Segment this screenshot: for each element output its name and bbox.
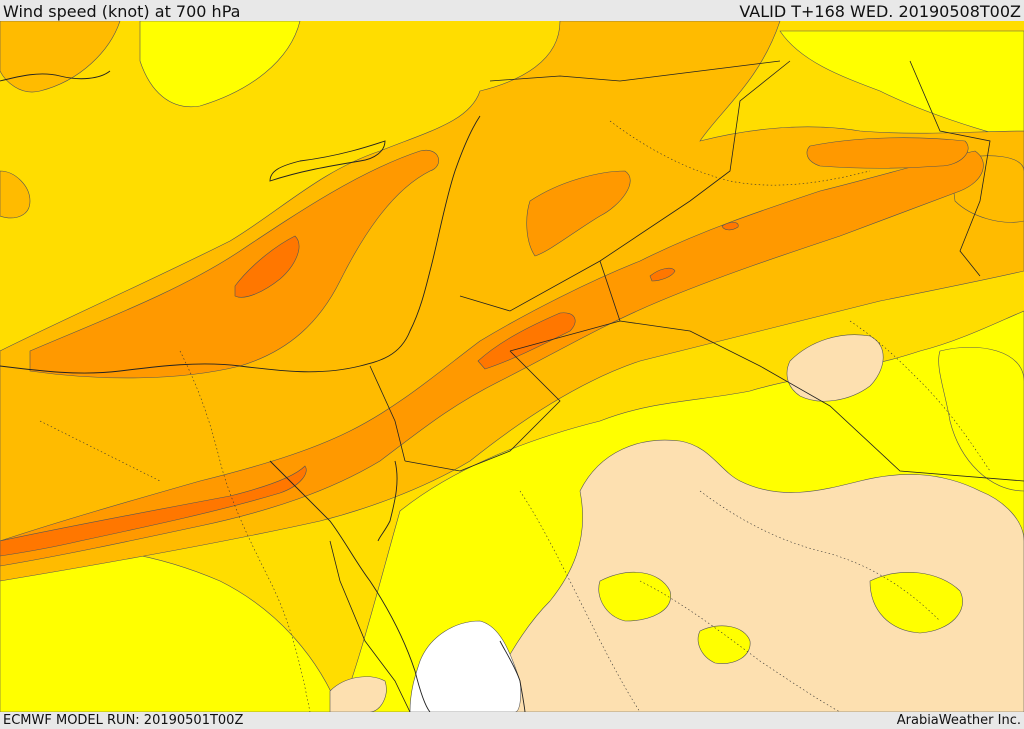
very-strong-wind-cores xyxy=(0,222,739,557)
internal-boundaries xyxy=(39,120,991,712)
light-wind-areas xyxy=(329,334,1024,712)
wind-speed-map xyxy=(0,21,1024,712)
credit-label: ArabiaWeather Inc. xyxy=(896,713,1021,728)
low-wind-islands xyxy=(598,571,963,664)
footer-bar: ECMWF MODEL RUN: 20190501T00Z ArabiaWeat… xyxy=(0,712,1024,729)
map-title: Wind speed (knot) at 700 hPa xyxy=(3,2,241,21)
header-bar: Wind speed (knot) at 700 hPa VALID T+168… xyxy=(0,0,1024,21)
model-run-label: ECMWF MODEL RUN: 20190501T00Z xyxy=(3,713,244,728)
coastlines xyxy=(0,70,526,712)
borders xyxy=(329,60,1024,712)
valid-time: VALID T+168 WED. 20190508T00Z xyxy=(739,2,1021,21)
